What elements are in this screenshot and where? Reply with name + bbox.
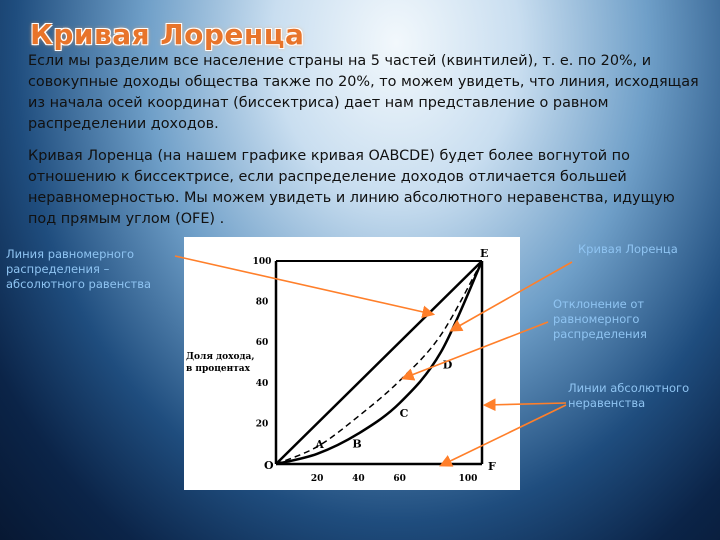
annotation-absolute-inequality: Линии абсолютного неравенства [568,381,690,410]
annotation-deviation: Отклонение от равномерного распределения [553,297,647,341]
point-label-b: B [352,438,361,451]
y-tick-label: 80 [256,298,269,308]
y-tick-label: 40 [256,379,269,389]
dashed-lorenz-curve [275,260,483,465]
y-axis-label-line2: в процентах [186,364,251,374]
paragraph-lorenz-curve: Кривая Лоренца (на нашем графике кривая … [28,148,675,227]
point-label-d: D [443,358,453,371]
y-tick-label: 20 [256,419,269,429]
y-tick-label: 60 [256,338,269,348]
y-tick-label: 100 [253,257,272,267]
lorenz-diagram-svg: Доля дохода, в процентах 20 40 60 100 20 40 6… [186,247,496,484]
x-tick-label: 40 [352,474,365,484]
x-tick-label: 20 [311,474,324,484]
x-tick-label: 100 [459,474,478,484]
annotation-equality-line: Линия равномерного распределения – абсол… [6,247,152,291]
y-tick-labels: 20 40 60 80 100 [253,257,272,429]
paragraph-equal-distribution: Если мы разделим все население страны на… [28,53,699,132]
y-axis-label-line1: Доля дохода, [186,352,254,362]
slide-title: Кривая Лоренца [30,18,305,51]
annotation-lorenz-curve: Кривая Лоренца [578,242,678,256]
point-label-a: A [314,438,324,451]
equality-line-oe [275,260,483,465]
point-label-e: E [480,247,488,260]
x-tick-labels: 20 40 60 100 [311,474,477,484]
x-tick-label: 60 [393,474,406,484]
point-label-o: O [264,459,274,472]
lorenz-diagram: Доля дохода, в процентах 20 40 60 100 20 40 6… [184,237,520,490]
point-label-c: C [400,407,409,420]
point-label-f: F [488,460,496,473]
